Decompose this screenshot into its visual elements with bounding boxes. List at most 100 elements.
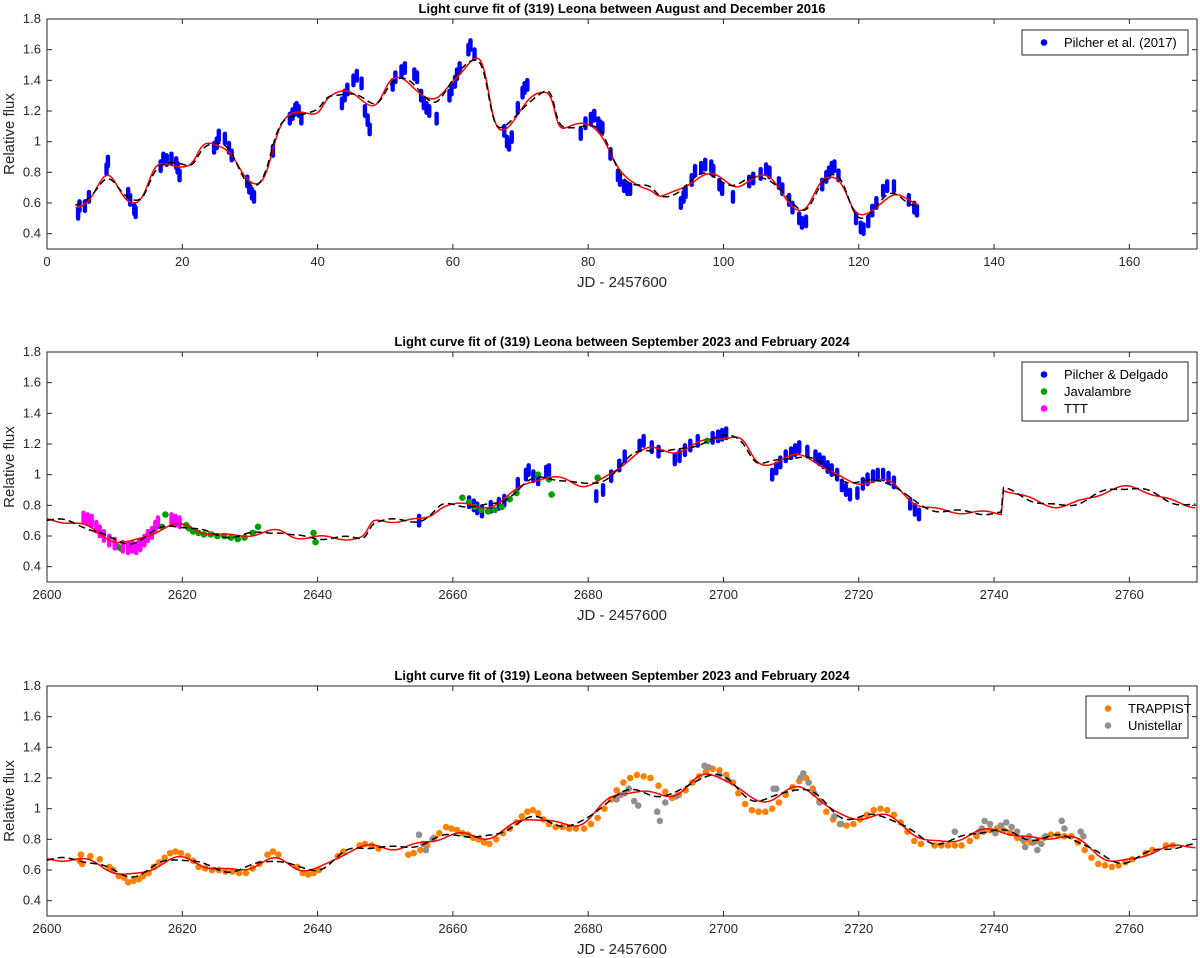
legend-label: Unistellar — [1128, 718, 1183, 733]
data-point — [723, 426, 729, 441]
data-point — [769, 467, 775, 482]
legend-marker — [1040, 39, 1048, 46]
data-point — [916, 507, 922, 522]
data-point — [86, 852, 94, 860]
x-tick-label: 120 — [848, 254, 870, 269]
data-point — [710, 430, 715, 445]
data-point — [730, 189, 736, 204]
data-point — [416, 513, 422, 528]
data-point — [251, 189, 257, 204]
data-point — [133, 205, 138, 220]
data-point — [608, 469, 614, 484]
data-point — [249, 529, 256, 537]
panel-september-2023-february-2024-a: Light curve fit of (319) Leona between S… — [1, 334, 1198, 624]
data-point — [1108, 863, 1116, 871]
data-point — [222, 131, 228, 146]
data-point — [275, 851, 282, 858]
y-tick-label: 1.8 — [23, 344, 41, 359]
data-point — [716, 767, 723, 774]
legend-label: TTT — [1064, 401, 1088, 416]
data-point — [630, 797, 638, 805]
x-tick-label: 2720 — [844, 921, 873, 936]
data-point — [594, 814, 601, 822]
data-point — [1080, 832, 1087, 840]
data-point — [997, 822, 1005, 829]
legend-marker — [1040, 371, 1048, 378]
x-tick-label: 2660 — [438, 921, 467, 936]
data-point — [177, 515, 182, 530]
plot-area: 2600 2620 2640 2660 2680 2700 2720 2740 2760 0.4 0… — [23, 678, 1198, 936]
data-point — [641, 433, 646, 448]
data-point — [269, 848, 277, 855]
model-layer — [47, 434, 1196, 545]
data-point — [703, 157, 708, 172]
y-tick-label: 1.2 — [23, 770, 41, 785]
y-axis-label: Relative flux — [1, 760, 18, 842]
data-point — [588, 111, 594, 126]
data-point — [502, 123, 507, 138]
data-point — [986, 820, 994, 828]
y-tick-label: 0.8 — [23, 831, 41, 846]
data-point — [831, 813, 838, 820]
y-tick-label: 1.6 — [23, 375, 41, 390]
data-point — [647, 774, 654, 782]
data-point — [548, 491, 555, 498]
data-point — [692, 163, 698, 178]
data-point — [768, 805, 776, 812]
data-point — [82, 199, 88, 214]
data-point — [448, 825, 455, 832]
legend-label: Pilcher et al. (2017) — [1064, 35, 1177, 50]
data-point — [534, 809, 542, 817]
data-point — [981, 817, 988, 825]
data-point — [653, 808, 661, 816]
data-point — [587, 820, 595, 828]
data-point — [870, 469, 876, 484]
data-point — [491, 506, 499, 514]
data-point — [124, 878, 132, 886]
data-point — [758, 166, 763, 181]
data-point — [459, 494, 466, 501]
data-point — [254, 523, 262, 531]
legend-box — [1021, 29, 1189, 56]
model-layer — [75, 57, 919, 220]
data-point — [177, 168, 182, 183]
data-point — [748, 806, 756, 814]
data-point — [880, 183, 886, 198]
data-point — [966, 837, 974, 845]
x-axis-label: JD - 2457600 — [577, 274, 667, 291]
data-point — [600, 483, 606, 497]
y-tick-label: 0.6 — [23, 195, 41, 210]
x-tick-label: 2740 — [980, 921, 1009, 936]
data-point — [166, 849, 174, 857]
data-point — [884, 179, 890, 194]
data-point — [698, 160, 704, 175]
x-tick-label: 2680 — [574, 921, 603, 936]
data-point — [359, 76, 364, 91]
y-tick-label: 0.8 — [23, 164, 41, 179]
data-point — [839, 478, 845, 493]
data-point — [572, 825, 580, 832]
data-point — [951, 828, 959, 835]
data-point — [173, 513, 178, 528]
x-tick-label: 2760 — [1115, 587, 1144, 602]
data-point — [229, 868, 236, 875]
data-point — [627, 182, 633, 197]
data-point — [1038, 840, 1045, 848]
data-point — [128, 192, 133, 207]
x-tick-label: 2700 — [709, 921, 738, 936]
data-point — [951, 842, 959, 849]
data-point — [414, 70, 420, 85]
data-point — [682, 786, 689, 794]
legend-marker — [1040, 405, 1048, 412]
panel-august-december-2016: Light curve fit of (319) Leona between A… — [1, 1, 1198, 291]
data-point — [531, 469, 536, 484]
data-point — [523, 808, 531, 816]
x-tick-label: 0 — [43, 254, 50, 269]
y-tick-label: 0.6 — [23, 862, 41, 877]
axes-box — [46, 18, 1198, 250]
data-point — [468, 38, 473, 53]
data-point — [626, 774, 634, 782]
data-point — [310, 869, 317, 877]
data-point — [813, 449, 818, 464]
data-point — [1021, 843, 1029, 851]
